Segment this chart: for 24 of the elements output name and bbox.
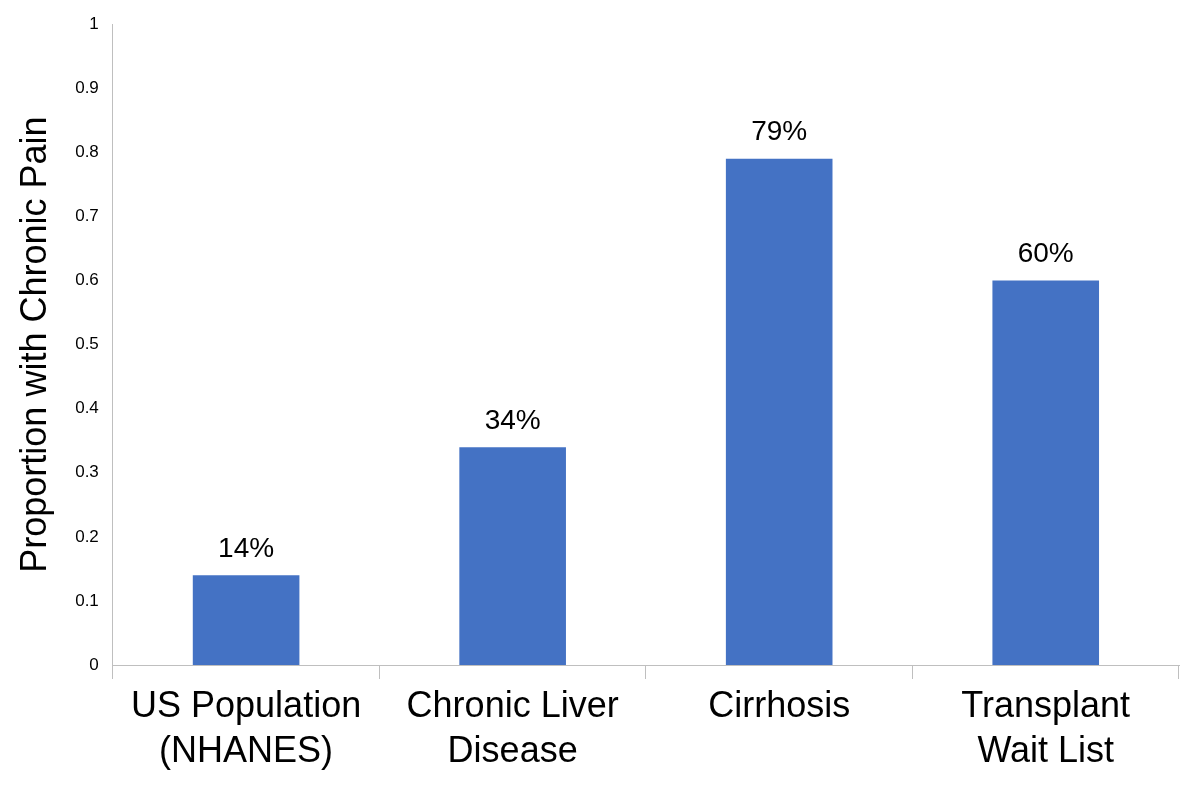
data-label: 60%: [1017, 237, 1074, 269]
y-tick-label: 0.1: [75, 590, 99, 610]
y-tick-label: 0.3: [75, 462, 99, 482]
x-tick-label: Cirrhosis: [708, 684, 851, 726]
data-label: 34%: [484, 403, 541, 435]
y-tick-label: 0.6: [75, 270, 99, 290]
data-label: 14%: [218, 532, 275, 564]
y-tick-label: 0.4: [75, 398, 99, 418]
bar: [992, 280, 1100, 665]
y-tick-label: 0.7: [75, 206, 99, 226]
y-tick-label: 0.2: [75, 526, 99, 546]
y-tick-label: 0.8: [75, 142, 99, 162]
y-tick-label: 0.9: [75, 77, 99, 97]
x-tick-label: Chronic Liver Disease: [406, 684, 619, 771]
bar: [459, 447, 566, 665]
y-tick-label: 1: [89, 13, 99, 33]
x-tick-label: US Population (NHANES): [131, 684, 362, 771]
x-tick-label: Transplant Wait List: [961, 684, 1131, 771]
y-tick-label: 0.5: [75, 334, 99, 354]
y-tick-label: 0: [89, 654, 99, 674]
data-label: 79%: [751, 115, 808, 147]
y-axis-title: Proportion with Chronic Pain: [12, 116, 54, 573]
bar: [725, 158, 833, 665]
bar: [192, 575, 300, 665]
